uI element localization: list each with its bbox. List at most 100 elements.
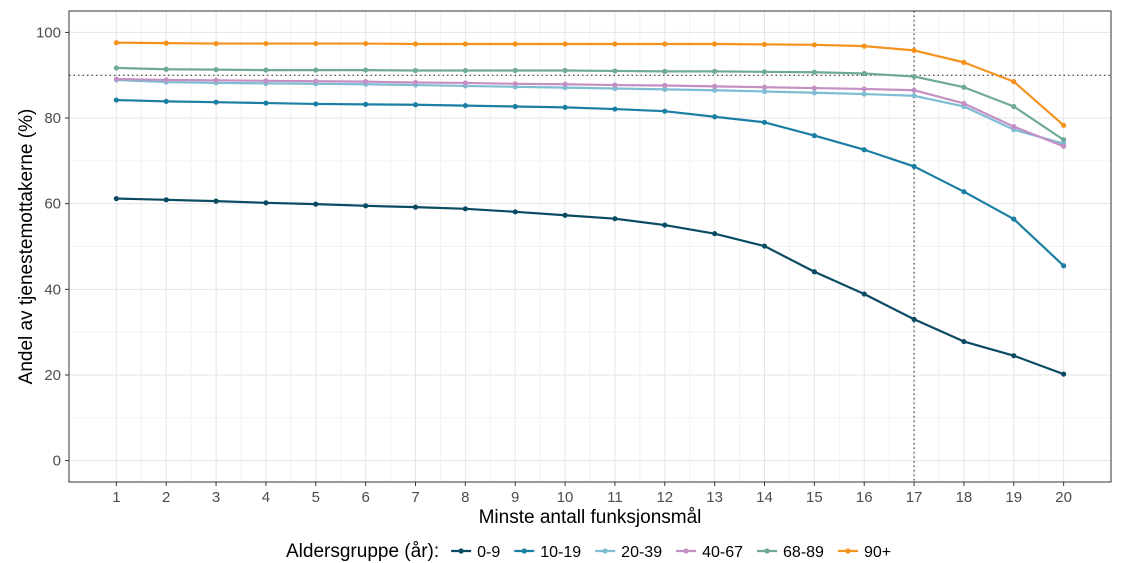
data-point bbox=[163, 40, 169, 46]
data-point bbox=[811, 42, 817, 48]
legend-item-20-39: 20-39 bbox=[595, 544, 662, 561]
data-point bbox=[761, 41, 768, 47]
data-point bbox=[512, 81, 518, 87]
data-point bbox=[712, 231, 718, 237]
data-point bbox=[911, 163, 917, 170]
y-tick-label: 20 bbox=[44, 367, 61, 384]
x-tick-label: 9 bbox=[511, 489, 519, 506]
data-point bbox=[1011, 216, 1017, 222]
data-point bbox=[163, 66, 169, 72]
data-point bbox=[911, 47, 917, 53]
data-point bbox=[313, 101, 319, 107]
data-point bbox=[562, 67, 568, 74]
y-axis-title: Andel av tjenestemottakerne (%) bbox=[16, 109, 37, 385]
data-point bbox=[163, 77, 169, 83]
series-line bbox=[115, 78, 1065, 145]
x-axis: 1 2 3 4 5 6 7 8 9 10 11 12 13 14 15 16 17 18 19 20 bbox=[112, 482, 1072, 506]
data-point bbox=[412, 67, 419, 74]
x-tick-label: 11 bbox=[607, 489, 623, 506]
data-point bbox=[562, 81, 568, 87]
data-point bbox=[462, 206, 468, 212]
data-point bbox=[213, 67, 219, 73]
series-68-89 bbox=[113, 65, 1067, 143]
legend: Aldersgruppe (år): 0-9 10-19 20-39 40-67 68-… bbox=[286, 541, 891, 562]
y-tick-label: 80 bbox=[44, 110, 61, 127]
data-point bbox=[1061, 263, 1067, 269]
legend-label: 10-19 bbox=[540, 544, 581, 561]
series-line bbox=[115, 98, 1065, 267]
legend-item-90+: 90+ bbox=[837, 544, 891, 561]
data-point bbox=[612, 106, 618, 112]
legend-item-40-67: 40-67 bbox=[676, 544, 743, 561]
legend-label: 40-67 bbox=[702, 544, 743, 561]
data-point bbox=[761, 119, 768, 125]
data-point bbox=[662, 86, 668, 92]
data-point bbox=[462, 67, 468, 74]
data-point bbox=[562, 212, 568, 218]
series-90+ bbox=[113, 40, 1067, 128]
series-line bbox=[115, 197, 1065, 376]
legend-label: 90+ bbox=[864, 544, 891, 561]
x-tick-label: 4 bbox=[262, 489, 270, 506]
x-tick-label: 8 bbox=[461, 489, 469, 506]
y-tick-label: 60 bbox=[44, 196, 61, 213]
legend-label: 0-9 bbox=[477, 544, 500, 561]
data-point bbox=[861, 43, 867, 49]
data-point bbox=[113, 97, 119, 103]
data-point bbox=[911, 87, 917, 93]
data-point bbox=[961, 100, 967, 107]
series-line bbox=[115, 66, 1065, 141]
legend-key-point bbox=[458, 548, 464, 554]
data-point bbox=[761, 243, 768, 249]
x-tick-label: 18 bbox=[956, 489, 973, 506]
legend-label: 68-89 bbox=[783, 544, 824, 561]
x-tick-label: 10 bbox=[557, 489, 574, 506]
series-10-19 bbox=[113, 97, 1067, 269]
data-point bbox=[363, 79, 369, 85]
data-point bbox=[412, 102, 419, 108]
y-tick-label: 100 bbox=[36, 24, 61, 41]
data-point bbox=[662, 68, 668, 74]
data-point bbox=[1011, 103, 1017, 110]
data-point bbox=[861, 86, 867, 92]
data-point bbox=[263, 100, 269, 106]
data-point bbox=[961, 84, 967, 90]
reference-lines bbox=[69, 11, 1111, 482]
legend-key-point bbox=[602, 548, 608, 554]
data-point bbox=[263, 67, 269, 73]
data-point bbox=[213, 99, 219, 105]
x-tick-label: 19 bbox=[1005, 489, 1022, 506]
x-tick-label: 3 bbox=[212, 489, 220, 506]
data-point bbox=[412, 204, 419, 210]
y-axis: 0 20 40 60 80 100 bbox=[36, 24, 69, 470]
data-point bbox=[761, 84, 768, 90]
legend-key-point bbox=[683, 548, 689, 554]
legend-key-point bbox=[845, 548, 851, 554]
data-point bbox=[712, 87, 718, 93]
legend-label: 20-39 bbox=[621, 544, 662, 561]
data-point bbox=[662, 222, 668, 228]
legend-key-point bbox=[521, 548, 527, 554]
data-point bbox=[761, 88, 768, 95]
data-point bbox=[1061, 143, 1067, 149]
data-point bbox=[761, 69, 768, 75]
data-point bbox=[662, 41, 668, 47]
data-point bbox=[911, 73, 917, 80]
data-point bbox=[363, 67, 369, 73]
data-point bbox=[811, 69, 817, 75]
data-point bbox=[363, 101, 369, 107]
series-layer bbox=[113, 40, 1067, 377]
x-tick-label: 2 bbox=[162, 489, 170, 506]
data-point bbox=[512, 103, 518, 110]
data-point bbox=[263, 78, 269, 84]
y-tick-label: 40 bbox=[44, 281, 61, 298]
series-0-9 bbox=[113, 195, 1067, 377]
legend-item-68-89: 68-89 bbox=[757, 544, 824, 561]
x-tick-label: 16 bbox=[856, 489, 873, 506]
data-point bbox=[861, 291, 867, 297]
data-point bbox=[1011, 353, 1017, 359]
data-point bbox=[612, 82, 618, 88]
data-point bbox=[811, 133, 817, 139]
